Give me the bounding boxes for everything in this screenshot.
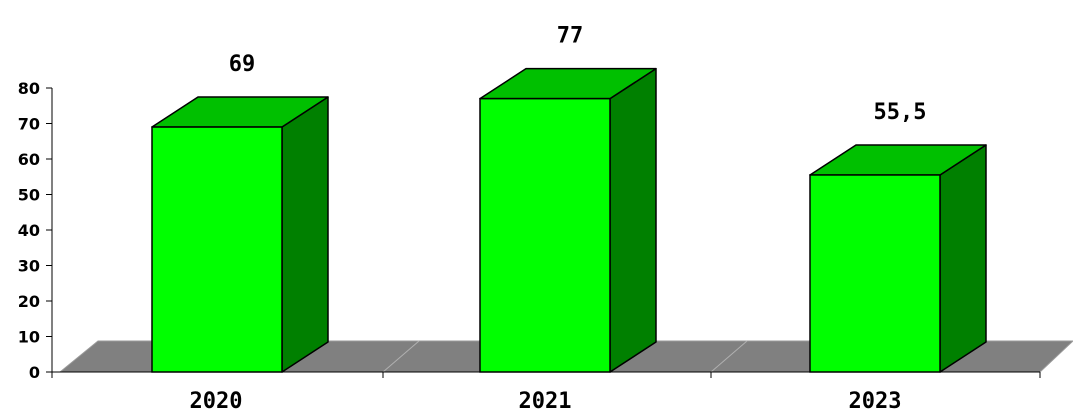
bar-front-face: [151, 126, 283, 373]
x-tick-label: 2021: [519, 389, 572, 414]
y-tick-label: 30: [18, 257, 40, 276]
data-labels: 69 77 55,5: [229, 24, 927, 125]
floor-divider: [382, 340, 420, 373]
bar-side-face: [281, 96, 329, 373]
bar-side-face: [939, 144, 987, 373]
y-tick-label: 40: [18, 221, 40, 240]
y-tick-label: 0: [29, 363, 40, 382]
bars: [151, 67, 987, 373]
bar-2020: [151, 96, 329, 373]
data-label: 69: [229, 52, 256, 77]
y-tick-label: 60: [18, 150, 40, 169]
floor-divider: [710, 340, 748, 373]
data-label: 77: [557, 24, 584, 49]
data-label: 55,5: [874, 100, 927, 125]
bar-2023: [809, 144, 987, 373]
bar-front-face: [479, 97, 611, 373]
x-axis-labels: 2020 2021 2023: [190, 389, 902, 414]
y-tick-label: 50: [18, 186, 40, 205]
y-tick-label: 80: [18, 79, 40, 98]
bar-side-face: [609, 67, 657, 373]
x-tick-label: 2023: [849, 389, 902, 414]
y-tick-label: 20: [18, 292, 40, 311]
bar-2021: [479, 67, 657, 373]
y-tick-label: 10: [18, 328, 40, 347]
bar-front-face: [809, 174, 941, 373]
x-tick-label: 2020: [190, 389, 243, 414]
y-tick-label: 70: [18, 115, 40, 134]
